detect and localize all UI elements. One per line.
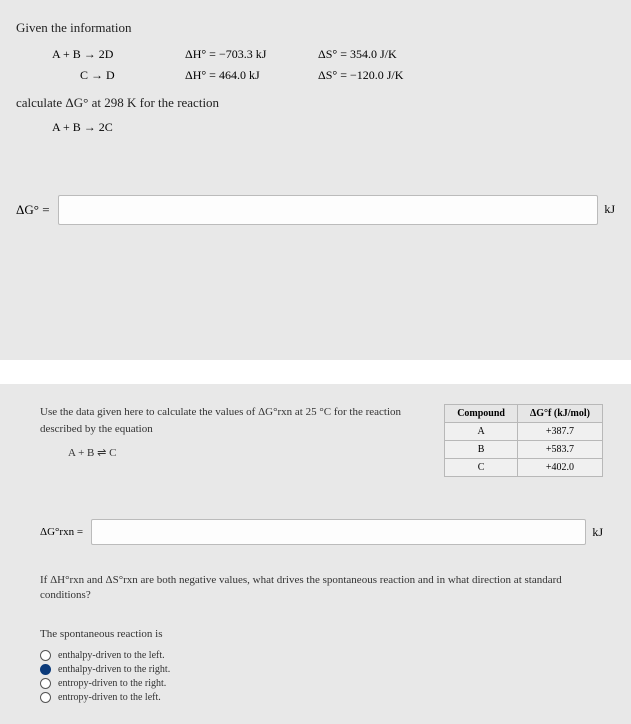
- p2-prompt: Use the data given here to calculate the…: [40, 404, 426, 437]
- calc-line: calculate ΔG° at 298 K for the reaction: [16, 93, 615, 114]
- ds-1: ΔS° = 354.0 J/K: [318, 47, 448, 62]
- problem-panel-2: Use the data given here to calculate the…: [0, 384, 631, 724]
- answer-row-2: ΔG°rxn = kJ: [40, 519, 603, 545]
- choice-label: enthalpy-driven to the right.: [58, 664, 170, 675]
- choice-label: entropy-driven to the left.: [58, 692, 161, 703]
- th-dg: ΔG°f (kJ/mol): [518, 405, 603, 423]
- choice-option[interactable]: entropy-driven to the right.: [40, 678, 603, 689]
- choice-label: entropy-driven to the right.: [58, 678, 166, 689]
- dgrxn-input[interactable]: [91, 519, 586, 545]
- equation-row-1: A + B → 2D ΔH° = −703.3 kJ ΔS° = 354.0 J…: [52, 47, 615, 62]
- cell-compound: C: [445, 459, 518, 477]
- choice-option[interactable]: enthalpy-driven to the left.: [40, 650, 603, 661]
- p2-equation: A + B ⇌ C: [68, 445, 426, 462]
- p2-prompt-block: Use the data given here to calculate the…: [40, 404, 426, 462]
- choices-title: The spontaneous reaction is: [40, 628, 603, 640]
- dh-2: ΔH° = 464.0 kJ: [185, 68, 315, 83]
- target-reaction: A + B → 2C: [52, 120, 615, 135]
- table-row: C +402.0: [445, 459, 603, 477]
- problem-panel-1: Given the information A + B → 2D ΔH° = −…: [0, 0, 631, 360]
- choice-option[interactable]: entropy-driven to the left.: [40, 692, 603, 703]
- p2-top-row: Use the data given here to calculate the…: [40, 404, 603, 477]
- intro-text: Given the information: [16, 18, 615, 39]
- dh-1: ΔH° = −703.3 kJ: [185, 47, 315, 62]
- cell-value: +387.7: [518, 423, 603, 441]
- unit-kj: kJ: [604, 202, 615, 217]
- cell-compound: B: [445, 441, 518, 459]
- choice-option[interactable]: enthalpy-driven to the right.: [40, 664, 603, 675]
- radio-icon: [40, 678, 51, 689]
- th-compound: Compound: [445, 405, 518, 423]
- follow-question: If ΔH°rxn and ΔS°rxn are both negative v…: [40, 573, 603, 604]
- equation-row-2: C → D ΔH° = 464.0 kJ ΔS° = −120.0 J/K: [52, 68, 615, 83]
- radio-icon: [40, 692, 51, 703]
- radio-icon: [40, 650, 51, 661]
- cell-value: +583.7: [518, 441, 603, 459]
- choice-list: enthalpy-driven to the left. enthalpy-dr…: [40, 650, 603, 703]
- unit-kj-2: kJ: [592, 525, 603, 540]
- dg-input[interactable]: [58, 195, 599, 225]
- ds-2: ΔS° = −120.0 J/K: [318, 68, 448, 83]
- answer-label-dg: ΔG° =: [16, 202, 50, 218]
- reaction-1: A + B → 2D: [52, 47, 182, 62]
- reaction-2: C → D: [52, 68, 182, 83]
- choice-label: enthalpy-driven to the left.: [58, 650, 165, 661]
- data-table: Compound ΔG°f (kJ/mol) A +387.7 B +583.7…: [444, 404, 603, 477]
- answer-row-1: ΔG° = kJ: [16, 195, 615, 225]
- cell-value: +402.0: [518, 459, 603, 477]
- table-row: B +583.7: [445, 441, 603, 459]
- answer-label-dgrxn: ΔG°rxn =: [40, 526, 83, 538]
- cell-compound: A: [445, 423, 518, 441]
- radio-icon-selected: [40, 664, 51, 675]
- table-row: A +387.7: [445, 423, 603, 441]
